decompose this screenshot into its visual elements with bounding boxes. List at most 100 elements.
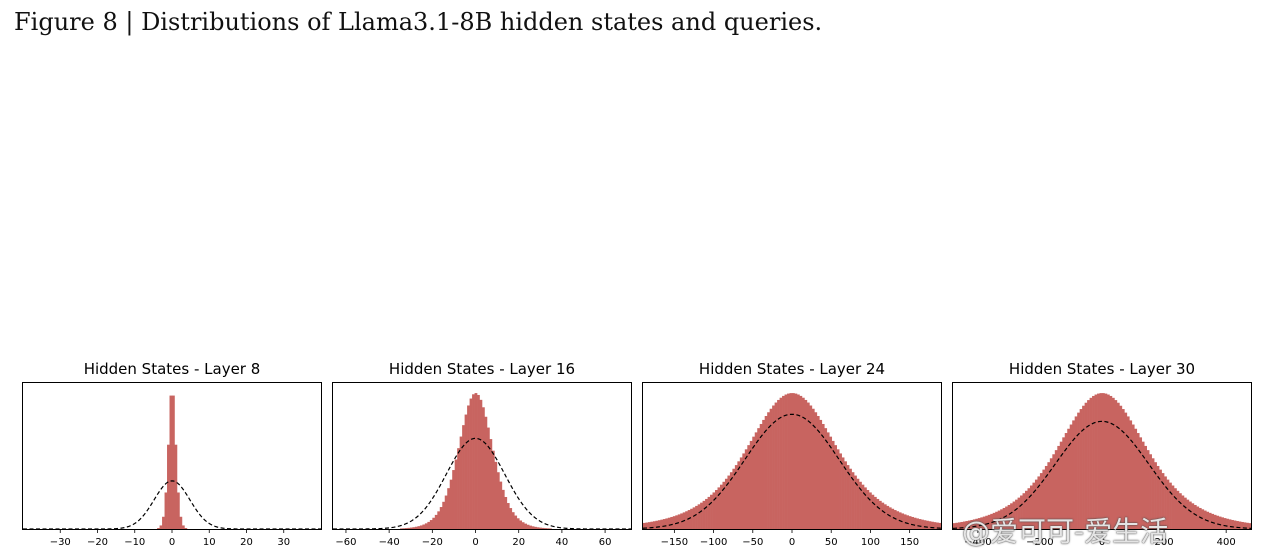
histogram-bar (457, 448, 460, 529)
plot-frame (332, 382, 632, 530)
x-tick-label: −20 (87, 537, 108, 548)
histogram-bar (662, 519, 666, 529)
histogram-bar (1054, 450, 1058, 529)
histogram-bar (916, 518, 919, 529)
histogram-bar (1017, 497, 1021, 529)
histogram-bar (742, 453, 746, 529)
histogram-bar (1027, 488, 1031, 529)
histogram-bar (434, 514, 438, 529)
histogram-bar (1213, 514, 1217, 529)
x-tick-label: 200 (1155, 537, 1174, 548)
histogram-bar (417, 526, 421, 529)
histogram-bar (987, 514, 991, 529)
histogram-bar (1223, 518, 1227, 529)
histogram-bar (479, 399, 483, 529)
histogram-bar (407, 527, 411, 529)
histogram-bar (1176, 490, 1180, 529)
histogram-bar (814, 412, 818, 529)
histogram-bar (184, 528, 188, 529)
histogram-bar (1079, 409, 1083, 529)
histogram-bar (509, 508, 513, 529)
histogram-bar (856, 478, 860, 529)
histogram-bar (429, 520, 433, 529)
histogram-bar (1102, 393, 1105, 529)
histogram-bar (715, 489, 718, 529)
histogram-bar (1092, 395, 1095, 529)
histogram-bar (690, 508, 693, 529)
histogram-bar (724, 478, 728, 529)
x-tick-label: −100 (700, 537, 727, 548)
x-tick-label: 100 (861, 537, 880, 548)
histogram-bar (1032, 482, 1036, 529)
histogram-bar (1248, 523, 1252, 529)
histogram-bar (759, 423, 763, 529)
panel-layer-16: Hidden States - Layer 16 −60 −40 −20 0 20 40 6… (332, 355, 632, 555)
histogram-bar (717, 487, 721, 529)
x-tick-label: −10 (124, 537, 145, 548)
histogram-bar (176, 492, 180, 529)
histogram-bar (1005, 506, 1008, 529)
histogram-bar (1154, 462, 1157, 529)
histogram-bar (972, 519, 976, 529)
histogram-bar (1191, 503, 1195, 529)
histogram-bar (539, 527, 542, 529)
histogram-bar (866, 489, 870, 529)
gaussian-fit-line (642, 413, 942, 529)
histogram-bar (955, 522, 959, 529)
histogram-bar (1159, 469, 1162, 529)
histogram-bar (846, 465, 850, 529)
histogram-bar (992, 512, 996, 529)
histogram-bar (469, 398, 473, 529)
x-tick-label: −30 (50, 537, 71, 548)
histogram-bar (1077, 412, 1080, 529)
histogram-bar (419, 525, 423, 529)
histogram-bar (752, 436, 756, 529)
histogram-bar (1233, 520, 1237, 529)
histogram-bar (1104, 393, 1108, 529)
histogram-bar (1084, 402, 1088, 529)
histogram-bar (1181, 495, 1185, 529)
histogram-bar (985, 515, 989, 529)
histogram-bar (757, 428, 761, 529)
histogram-bar (1201, 509, 1205, 529)
histogram-bar (719, 484, 723, 529)
histogram-bar (1164, 476, 1167, 529)
histogram-bar (1186, 499, 1190, 529)
histogram-bar (965, 521, 969, 529)
histogram-bar (521, 522, 525, 529)
histogram-bar (799, 395, 803, 529)
histogram-bar (1049, 458, 1053, 529)
x-tick-label: −400 (964, 537, 991, 548)
histogram-bar (1082, 405, 1085, 529)
histogram-bar (829, 436, 833, 529)
histogram-bar (1039, 473, 1043, 529)
histogram-bar (754, 432, 758, 529)
histogram-bar (643, 522, 646, 529)
histogram-bar (1087, 400, 1090, 529)
histogram-bar (172, 395, 175, 529)
histogram-bar (1052, 454, 1056, 529)
histogram-bar (405, 528, 408, 529)
histogram-bar (710, 494, 713, 529)
histogram-bar (1089, 397, 1093, 529)
figure-caption: Figure 8 | Distributions of Llama3.1-8B … (14, 8, 823, 36)
histogram-bar (980, 517, 984, 529)
histogram-bar (670, 516, 674, 529)
histogram-bar (861, 484, 865, 529)
histogram-bar (1047, 462, 1051, 529)
histogram-bar (159, 525, 163, 529)
histogram-bar (876, 498, 880, 529)
histogram-bar (506, 503, 510, 529)
histogram-bars (953, 393, 1252, 529)
histogram-bar (1109, 395, 1113, 529)
histogram-bar (1022, 493, 1026, 529)
histogram-bar (806, 402, 810, 529)
histogram-bar (722, 481, 726, 529)
histogram-bar (529, 525, 532, 529)
histogram-bar (447, 488, 451, 529)
histogram-bar (1188, 501, 1192, 529)
histogram-bar (511, 512, 515, 529)
x-tick-label: −20 (422, 537, 443, 548)
histogram-bar (685, 511, 688, 529)
histogram-bar (873, 496, 877, 529)
